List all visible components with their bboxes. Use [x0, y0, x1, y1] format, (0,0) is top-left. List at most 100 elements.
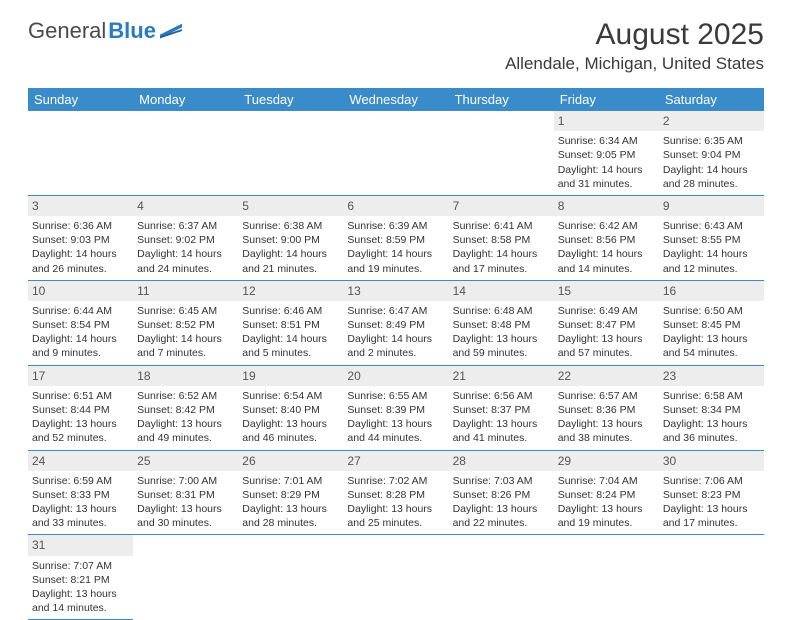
sunrise-text: Sunrise: 7:06 AM [663, 474, 760, 488]
daylight-text: Daylight: 13 hours [347, 502, 444, 516]
daylight-text: Daylight: 14 hours [137, 332, 234, 346]
daylight-text: Daylight: 13 hours [663, 332, 760, 346]
sunrise-text: Sunrise: 6:34 AM [558, 134, 655, 148]
empty-cell [238, 111, 343, 195]
sunrise-text: Sunrise: 6:56 AM [453, 389, 550, 403]
day-number: 9 [659, 196, 764, 216]
sunset-text: Sunset: 8:55 PM [663, 233, 760, 247]
daylight-text: and 28 minutes. [242, 516, 339, 530]
daylight-text: and 28 minutes. [663, 177, 760, 191]
day-cell: 3Sunrise: 6:36 AMSunset: 9:03 PMDaylight… [28, 196, 133, 280]
day-number: 14 [449, 281, 554, 301]
brand-logo: GeneralBlue [28, 18, 182, 44]
day-cell: 25Sunrise: 7:00 AMSunset: 8:31 PMDayligh… [133, 451, 238, 535]
sunset-text: Sunset: 9:00 PM [242, 233, 339, 247]
day-number: 11 [133, 281, 238, 301]
sunset-text: Sunset: 8:54 PM [32, 318, 129, 332]
day-cell: 23Sunrise: 6:58 AMSunset: 8:34 PMDayligh… [659, 366, 764, 450]
day-number: 5 [238, 196, 343, 216]
sunrise-text: Sunrise: 6:55 AM [347, 389, 444, 403]
empty-cell [133, 535, 238, 620]
dow-label: Friday [554, 88, 659, 111]
day-number: 26 [238, 451, 343, 471]
sunset-text: Sunset: 8:40 PM [242, 403, 339, 417]
sunrise-text: Sunrise: 7:04 AM [558, 474, 655, 488]
day-number: 3 [28, 196, 133, 216]
daylight-text: Daylight: 13 hours [32, 587, 129, 601]
daylight-text: and 59 minutes. [453, 346, 550, 360]
sunrise-text: Sunrise: 7:02 AM [347, 474, 444, 488]
sunset-text: Sunset: 8:52 PM [137, 318, 234, 332]
sunrise-text: Sunrise: 6:51 AM [32, 389, 129, 403]
title-block: August 2025 Allendale, Michigan, United … [505, 18, 764, 74]
day-number: 31 [28, 535, 133, 555]
day-number: 8 [554, 196, 659, 216]
day-cell: 6Sunrise: 6:39 AMSunset: 8:59 PMDaylight… [343, 196, 448, 280]
sunrise-text: Sunrise: 6:38 AM [242, 219, 339, 233]
daylight-text: Daylight: 13 hours [242, 417, 339, 431]
empty-cell [343, 111, 448, 195]
day-number: 17 [28, 366, 133, 386]
empty-cell [554, 535, 659, 620]
sunset-text: Sunset: 8:56 PM [558, 233, 655, 247]
sunset-text: Sunset: 8:49 PM [347, 318, 444, 332]
sunset-text: Sunset: 8:58 PM [453, 233, 550, 247]
day-cell: 5 Sunrise: 6:38 AMSunset: 9:00 PMDaylight… [238, 196, 343, 280]
sunset-text: Sunset: 8:36 PM [558, 403, 655, 417]
day-cell: 18Sunrise: 6:52 AMSunset: 8:42 PMDayligh… [133, 366, 238, 450]
sunrise-text: Sunrise: 6:45 AM [137, 304, 234, 318]
sunrise-text: Sunrise: 7:00 AM [137, 474, 234, 488]
day-cell: 28Sunrise: 7:03 AMSunset: 8:26 PMDayligh… [449, 451, 554, 535]
daylight-text: and 9 minutes. [32, 346, 129, 360]
sunrise-text: Sunrise: 6:42 AM [558, 219, 655, 233]
empty-cell [449, 535, 554, 620]
sunrise-text: Sunrise: 6:39 AM [347, 219, 444, 233]
dow-label: Sunday [28, 88, 133, 111]
daylight-text: Daylight: 13 hours [558, 332, 655, 346]
week-row: 1Sunrise: 6:34 AMSunset: 9:05 PMDaylight… [28, 111, 764, 196]
dow-label: Tuesday [238, 88, 343, 111]
day-cell: 24Sunrise: 6:59 AMSunset: 8:33 PMDayligh… [28, 451, 133, 535]
sunset-text: Sunset: 8:48 PM [453, 318, 550, 332]
day-number: 4 [133, 196, 238, 216]
empty-cell [659, 535, 764, 620]
empty-cell [28, 111, 133, 195]
daylight-text: Daylight: 13 hours [663, 417, 760, 431]
daylight-text: Daylight: 14 hours [242, 247, 339, 261]
daylight-text: and 12 minutes. [663, 262, 760, 276]
day-number: 13 [343, 281, 448, 301]
daylight-text: Daylight: 14 hours [347, 247, 444, 261]
day-cell: 19Sunrise: 6:54 AMSunset: 8:40 PMDayligh… [238, 366, 343, 450]
day-number: 22 [554, 366, 659, 386]
day-number: 20 [343, 366, 448, 386]
daylight-text: Daylight: 14 hours [558, 163, 655, 177]
daylight-text: Daylight: 14 hours [347, 332, 444, 346]
week-row: 10Sunrise: 6:44 AMSunset: 8:54 PMDayligh… [28, 281, 764, 366]
sunrise-text: Sunrise: 6:58 AM [663, 389, 760, 403]
day-cell: 21Sunrise: 6:56 AMSunset: 8:37 PMDayligh… [449, 366, 554, 450]
day-cell: 8Sunrise: 6:42 AMSunset: 8:56 PMDaylight… [554, 196, 659, 280]
day-cell: 29Sunrise: 7:04 AMSunset: 8:24 PMDayligh… [554, 451, 659, 535]
daylight-text: Daylight: 13 hours [558, 417, 655, 431]
daylight-text: Daylight: 14 hours [32, 247, 129, 261]
empty-cell [238, 535, 343, 620]
daylight-text: and 30 minutes. [137, 516, 234, 530]
daylight-text: and 52 minutes. [32, 431, 129, 445]
sunset-text: Sunset: 8:31 PM [137, 488, 234, 502]
empty-cell [343, 535, 448, 620]
sunrise-text: Sunrise: 6:35 AM [663, 134, 760, 148]
day-cell: 11 Sunrise: 6:45 AMSunset: 8:52 PMDayligh… [133, 281, 238, 365]
daylight-text: and 19 minutes. [558, 516, 655, 530]
daylight-text: Daylight: 13 hours [453, 502, 550, 516]
sunrise-text: Sunrise: 6:44 AM [32, 304, 129, 318]
sunset-text: Sunset: 9:03 PM [32, 233, 129, 247]
day-number: 12 [238, 281, 343, 301]
daylight-text: Daylight: 13 hours [558, 502, 655, 516]
day-cell: 20Sunrise: 6:55 AMSunset: 8:39 PMDayligh… [343, 366, 448, 450]
day-cell: 22Sunrise: 6:57 AMSunset: 8:36 PMDayligh… [554, 366, 659, 450]
daylight-text: Daylight: 13 hours [242, 502, 339, 516]
daylight-text: Daylight: 14 hours [663, 163, 760, 177]
day-cell: 16Sunrise: 6:50 AMSunset: 8:45 PMDayligh… [659, 281, 764, 365]
sunrise-text: Sunrise: 6:54 AM [242, 389, 339, 403]
daylight-text: Daylight: 13 hours [32, 502, 129, 516]
